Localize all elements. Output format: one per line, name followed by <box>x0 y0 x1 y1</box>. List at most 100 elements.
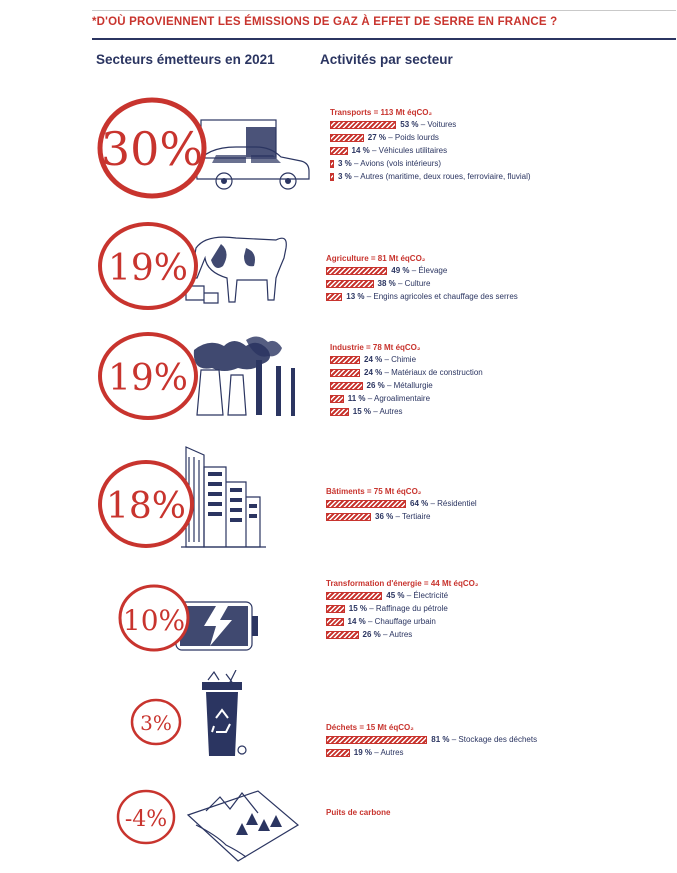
activity-name: – Résidentiel <box>428 499 477 508</box>
activity-label: 19 % – Autres <box>354 747 404 759</box>
activity-row: 14 % – Chauffage urbain <box>326 616 478 629</box>
sector-title: Transports = 113 Mt éqCO₂ <box>330 108 433 117</box>
activity-label: 53 % – Voitures <box>400 119 456 131</box>
activity-label: 14 % – Véhicules utilitaires <box>352 145 448 157</box>
activity-name: – Électricité <box>404 591 449 600</box>
activity-label: 14 % – Chauffage urbain <box>348 616 436 628</box>
activity-value: 45 % <box>386 591 405 600</box>
activity-row: 27 % – Poids lourds <box>330 132 439 145</box>
activity-label: 45 % – Électricité <box>386 590 448 602</box>
activity-row: 26 % – Métallurgie <box>330 380 433 393</box>
activity-name: – Voitures <box>418 120 457 129</box>
activity-value: 11 % <box>347 394 366 403</box>
sector-share: 18% <box>106 486 186 527</box>
activity-bar <box>330 134 364 142</box>
activity-bar <box>330 382 363 390</box>
activity-value: 38 % <box>377 279 396 288</box>
activities-heading: Activités par secteur <box>320 52 453 67</box>
sector-share: 30% <box>101 122 203 176</box>
sector-illustration: 30% <box>97 97 310 199</box>
activity-row: 49 % – Élevage <box>326 265 447 278</box>
activity-name: – Métallurgie <box>384 381 433 390</box>
activity-bar <box>326 736 428 744</box>
activity-block: Bâtiments = 75 Mt éqCO₂ 64 % – Résidenti… <box>326 486 477 524</box>
activity-value: 14 % <box>351 146 370 155</box>
activity-name: – Chimie <box>382 355 417 364</box>
activity-label: 24 % – Matériaux de construction <box>364 367 483 379</box>
activity-row: 81 % – Stockage des déchets <box>326 734 537 747</box>
truck-car-icon <box>195 119 310 190</box>
activity-value: 14 % <box>347 617 366 626</box>
sector-share: 3% <box>140 711 172 735</box>
sector-share: 10% <box>123 604 185 637</box>
activity-value: 24 % <box>364 355 383 364</box>
sector-share: 19% <box>108 358 188 399</box>
activity-block: Transformation d'énergie = 44 Mt éqCO₂ 4… <box>326 578 478 642</box>
activity-name: – Chauffage urbain <box>365 617 436 626</box>
activity-name: – Véhicules utilitaires <box>369 146 448 155</box>
buildings-icon <box>181 446 266 548</box>
activity-bar <box>326 605 345 613</box>
activity-value: 81 % <box>431 735 450 744</box>
activity-row: 3 % – Avions (vols intérieurs) <box>330 158 441 171</box>
activity-bar <box>326 592 383 600</box>
activity-block: Déchets = 15 Mt éqCO₂ 81 % – Stockage de… <box>326 722 537 760</box>
sector-title: Agriculture = 81 Mt éqCO₂ <box>326 254 426 263</box>
activity-label: 26 % – Métallurgie <box>367 380 433 392</box>
activity-row: 15 % – Autres <box>330 406 420 419</box>
activity-label: 27 % – Poids lourds <box>368 132 439 144</box>
activity-bar <box>330 173 334 181</box>
activity-bar <box>326 267 388 275</box>
activity-bar <box>326 631 359 639</box>
activity-bar <box>330 369 360 377</box>
activity-row: 14 % – Véhicules utilitaires <box>330 145 447 158</box>
activity-label: 38 % – Culture <box>378 278 431 290</box>
activity-row: 13 % – Engins agricoles et chauffage des… <box>326 291 518 304</box>
forest-landscape-icon <box>186 790 300 862</box>
sector-illustration: 18% <box>98 446 266 548</box>
activity-bar <box>330 356 360 364</box>
activity-name: – Autres <box>380 630 413 639</box>
activity-name: – Engins agricoles et chauffage des serr… <box>364 292 518 301</box>
sector-illustration: 10% <box>118 584 258 652</box>
activity-value: 15 % <box>348 604 367 613</box>
activity-name: – Autres <box>371 748 404 757</box>
activity-name: – Stockage des déchets <box>449 735 538 744</box>
activity-name: – Poids lourds <box>385 133 439 142</box>
sector-title: Industrie = 78 Mt éqCO₂ <box>330 343 421 352</box>
activity-bar <box>330 408 349 416</box>
activity-value: 13 % <box>346 292 365 301</box>
activity-name: – Avions (vols intérieurs) <box>351 159 442 168</box>
sectors-heading: Secteurs émetteurs en 2021 <box>96 52 275 67</box>
activity-name: – Élevage <box>409 266 448 275</box>
sector-title: Déchets = 15 Mt éqCO₂ <box>326 723 414 732</box>
cow-icon <box>185 236 287 304</box>
activity-value: 53 % <box>400 120 419 129</box>
activity-row: 38 % – Culture <box>326 278 430 291</box>
activity-name: – Culture <box>395 279 431 288</box>
activity-bar <box>326 280 374 288</box>
activity-name: – Agroalimentaire <box>365 394 431 403</box>
activity-label: 49 % – Élevage <box>391 265 447 277</box>
activity-name: – Autres (maritime, deux roues, ferrovia… <box>351 172 531 181</box>
sector-title: Transformation d'énergie = 44 Mt éqCO₂ <box>326 579 479 588</box>
activity-value: 24 % <box>364 368 383 377</box>
activity-name: – Raffinage du pétrole <box>366 604 448 613</box>
activity-label: 11 % – Agroalimentaire <box>348 393 430 405</box>
activity-block: Industrie = 78 Mt éqCO₂ 24 % – Chimie 24 … <box>330 342 483 419</box>
activity-label: 15 % – Raffinage du pétrole <box>349 603 448 615</box>
activity-name: – Tertiaire <box>393 512 431 521</box>
activity-row: 45 % – Électricité <box>326 590 478 603</box>
activity-row: 11 % – Agroalimentaire <box>330 393 430 406</box>
activity-value: 15 % <box>352 407 371 416</box>
sector-illustration: 19% <box>98 222 287 310</box>
activity-label: 3 % – Avions (vols intérieurs) <box>338 158 441 170</box>
activity-block: Agriculture = 81 Mt éqCO₂ 49 % – Élevage… <box>326 253 518 304</box>
activity-bar <box>330 147 348 155</box>
activity-label: 26 % – Autres <box>363 629 413 641</box>
activity-row: 64 % – Résidentiel <box>326 498 477 511</box>
activity-bar <box>326 500 406 508</box>
activity-block: Puits de carbone <box>326 807 390 819</box>
activity-value: 3 % <box>338 172 352 181</box>
activity-bar <box>326 618 344 626</box>
